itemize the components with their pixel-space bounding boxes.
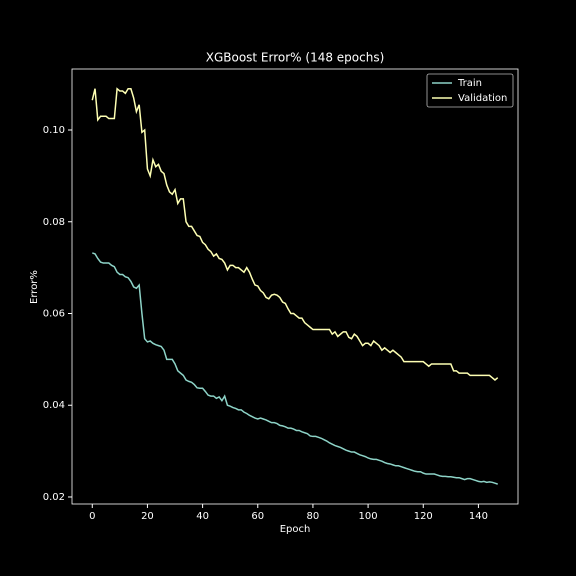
- y-tick-label: 0.04: [43, 400, 65, 411]
- series-line: [92, 252, 498, 485]
- x-tick-label: 120: [414, 511, 433, 522]
- x-tick-label: 60: [251, 511, 264, 522]
- y-tick-label: 0.02: [43, 492, 65, 503]
- y-tick-label: 0.10: [43, 125, 65, 136]
- y-axis-label: Error%: [29, 270, 40, 304]
- plot-frame: [71, 68, 519, 505]
- x-tick-label: 80: [307, 511, 320, 522]
- y-tick-label: 0.08: [43, 217, 65, 228]
- x-tick-label: 140: [469, 511, 488, 522]
- x-axis-label: Epoch: [280, 524, 311, 535]
- x-tick-label: 0: [89, 511, 95, 522]
- x-tick-label: 40: [196, 511, 209, 522]
- chart-title: XGBoost Error% (148 epochs): [206, 51, 385, 65]
- x-tick-label: 20: [141, 511, 154, 522]
- series-line: [91, 87, 499, 381]
- x-tick-label: 100: [359, 511, 378, 522]
- y-tick-label: 0.06: [43, 308, 65, 319]
- legend-label: Train: [457, 78, 482, 89]
- legend-label: Validation: [458, 93, 507, 104]
